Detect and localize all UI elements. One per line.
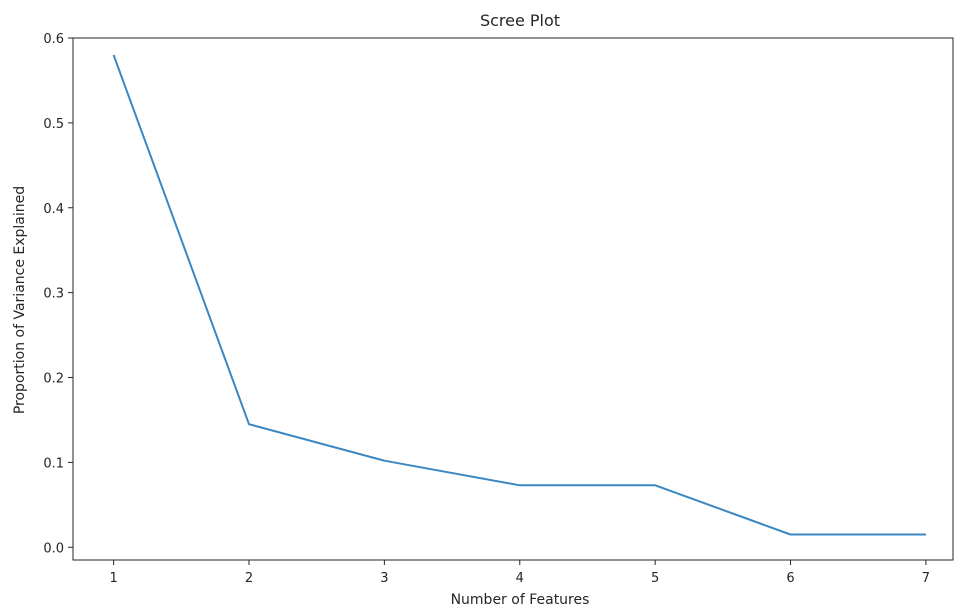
plot-frame <box>72 37 954 561</box>
x-tick-label: 6 <box>786 571 794 586</box>
y-tick-label: 0.4 <box>43 202 64 217</box>
y-axis: 0.0 0.1 0.2 0.3 0.4 0.5 0.6 <box>43 32 73 556</box>
y-axis-label: Proportion of Variance Explained <box>12 186 28 414</box>
x-tick-label: 4 <box>516 571 524 586</box>
series-layer <box>112 54 926 536</box>
x-axis: 1 2 3 4 5 6 7 <box>109 560 930 586</box>
y-tick-label: 0.1 <box>43 456 64 471</box>
chart-title: Scree Plot <box>480 11 560 30</box>
y-tick-label: 0.3 <box>43 287 64 302</box>
x-tick-label: 2 <box>245 571 253 586</box>
x-tick-label: 7 <box>922 571 930 586</box>
y-tick-label: 0.6 <box>43 32 64 47</box>
x-tick-label: 5 <box>651 571 659 586</box>
x-tick-label: 1 <box>109 571 117 586</box>
y-tick-label: 0.0 <box>43 541 64 556</box>
variance-line <box>112 54 926 536</box>
x-axis-label: Number of Features <box>451 592 590 607</box>
x-tick-label: 3 <box>380 571 388 586</box>
y-tick-label: 0.2 <box>43 372 64 387</box>
y-tick-label: 0.5 <box>43 117 64 132</box>
